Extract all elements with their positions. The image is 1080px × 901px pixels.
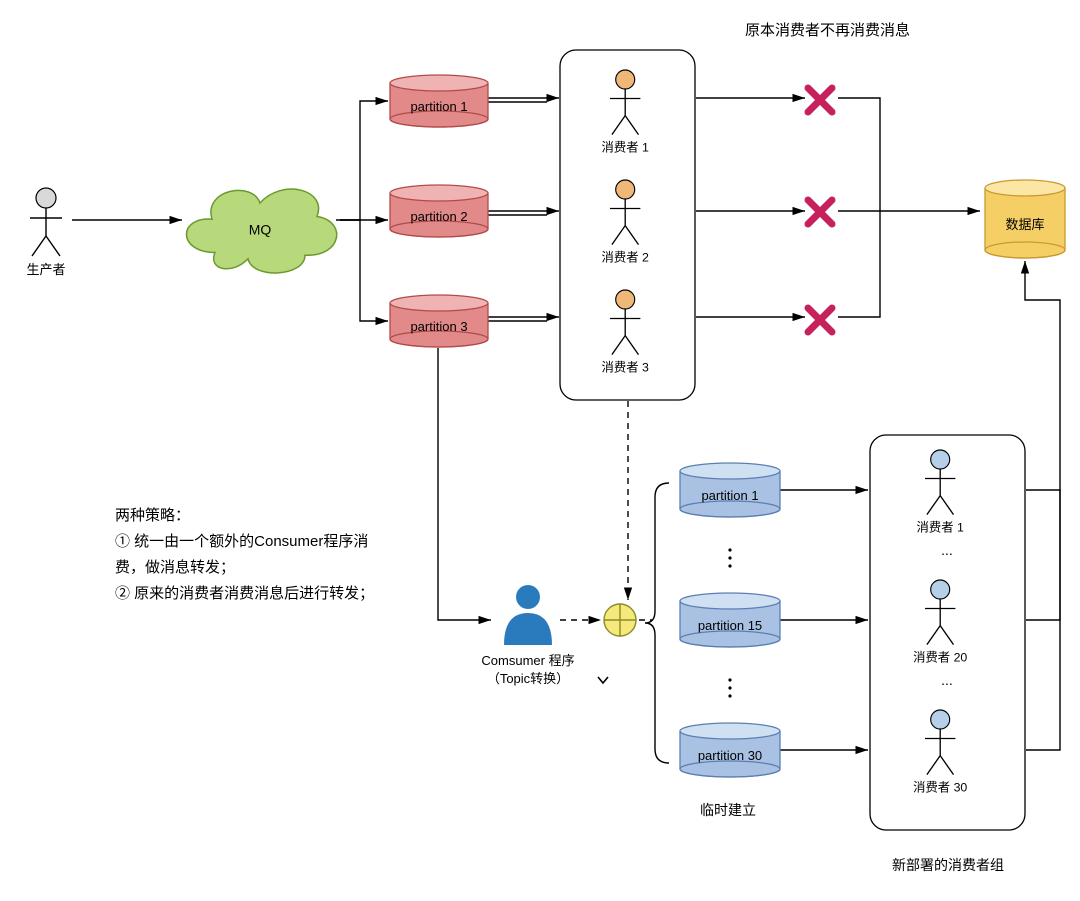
svg-text:原本消费者不再消费消息: 原本消费者不再消费消息	[745, 22, 910, 39]
svg-text:数据库: 数据库	[1005, 217, 1044, 232]
new-consumer-group-box	[870, 435, 1025, 830]
svg-text:消费者 1: 消费者 1	[917, 521, 964, 535]
svg-text:partition 3: partition 3	[410, 319, 467, 334]
svg-text:消费者 3: 消费者 3	[602, 361, 649, 375]
svg-text:新部署的消费者组: 新部署的消费者组	[892, 857, 1004, 873]
cross-icon	[808, 200, 832, 224]
red-partition-1: partition 1	[390, 75, 488, 127]
blue-partition-1: partition 15	[680, 593, 780, 647]
red-partition-2: partition 2	[390, 185, 488, 237]
orig-consumer-group-box	[560, 50, 695, 400]
svg-text:partition 30: partition 30	[698, 748, 762, 763]
svg-text:两种策略：: 两种策略：	[115, 507, 190, 524]
mq-cloud: MQ	[186, 189, 336, 273]
edge	[438, 348, 491, 620]
bracket	[645, 483, 669, 763]
orig-consumer-3: 消费者 3	[602, 290, 649, 375]
database: 数据库	[985, 180, 1065, 258]
ellipsis	[728, 564, 731, 567]
ellipsis	[728, 694, 731, 697]
new-consumer-2: 消费者 30	[913, 710, 967, 795]
blue-partition-2: partition 30	[680, 723, 780, 777]
edge	[340, 101, 388, 220]
cross-icon	[808, 88, 832, 112]
svg-text:消费者 2: 消费者 2	[602, 251, 649, 265]
ellipsis	[728, 548, 731, 551]
svg-text:MQ: MQ	[249, 222, 272, 238]
svg-text:...: ...	[941, 542, 953, 558]
chevron-down-icon	[598, 677, 608, 683]
edge	[1026, 490, 1060, 620]
svg-text:...: ...	[941, 672, 953, 688]
svg-text:partition 15: partition 15	[698, 618, 762, 633]
svg-text:消费者 20: 消费者 20	[913, 651, 967, 665]
edge	[1026, 620, 1060, 750]
edge	[1025, 261, 1060, 620]
edge	[838, 211, 880, 317]
producer-icon: 生产者	[26, 188, 65, 277]
cross-icon	[808, 308, 832, 332]
edge	[340, 220, 388, 321]
svg-text:生产者: 生产者	[26, 262, 65, 277]
svg-text:消费者 1: 消费者 1	[602, 141, 649, 155]
svg-text:Comsumer 程序: Comsumer 程序	[481, 653, 574, 668]
svg-text:费，做消息转发；: 费，做消息转发；	[115, 559, 235, 576]
new-consumer-0: 消费者 1	[917, 450, 964, 535]
red-partition-3: partition 3	[390, 295, 488, 347]
svg-text:① 统一由一个额外的Consumer程序消: ① 统一由一个额外的Consumer程序消	[115, 533, 368, 550]
svg-text:消费者 30: 消费者 30	[913, 781, 967, 795]
svg-text:partition 1: partition 1	[701, 488, 758, 503]
svg-text:（Topic转换）: （Topic转换）	[487, 671, 569, 686]
ellipsis	[728, 678, 731, 681]
blue-partition-0: partition 1	[680, 463, 780, 517]
consumer-program: Comsumer 程序 （Topic转换）	[481, 585, 574, 686]
svg-text:② 原来的消费者消费消息后进行转发；: ② 原来的消费者消费消息后进行转发；	[115, 585, 374, 602]
new-consumer-1: 消费者 20	[913, 580, 967, 665]
edge	[838, 98, 880, 211]
svg-text:partition 1: partition 1	[410, 99, 467, 114]
ellipsis	[728, 556, 731, 559]
svg-text:临时建立: 临时建立	[700, 802, 756, 818]
orig-consumer-1: 消费者 1	[602, 70, 649, 155]
svg-text:partition 2: partition 2	[410, 209, 467, 224]
ellipsis	[728, 686, 731, 689]
orig-consumer-2: 消费者 2	[602, 180, 649, 265]
